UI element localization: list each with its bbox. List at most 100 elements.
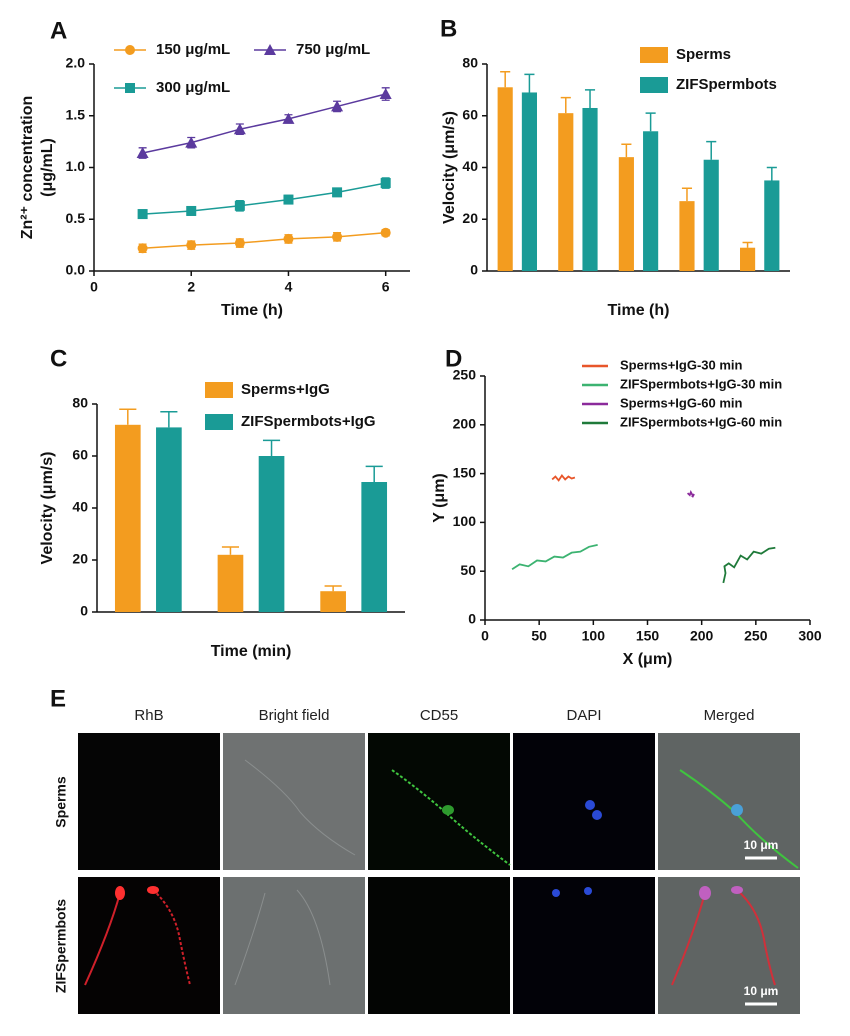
legend-label: ZIFSpermbots+IgG — [241, 413, 376, 430]
x-tick-label: 200 — [690, 628, 714, 644]
error-bar — [681, 187, 693, 202]
y-axis-label: Zn²⁺ concentration — [19, 96, 36, 240]
y-tick-label: 50 — [460, 562, 476, 578]
legend-label: Sperms+IgG-30 min — [620, 357, 743, 372]
bar — [361, 482, 388, 612]
point — [332, 231, 343, 242]
scale-bar-label: 10 μm — [744, 984, 779, 998]
legend-label: Sperms+IgG — [241, 381, 330, 398]
column-header: DAPI — [566, 707, 601, 724]
panel-label: A — [50, 17, 67, 44]
bar — [521, 92, 537, 272]
point — [331, 100, 344, 112]
point — [380, 178, 391, 189]
x-tick-label: 2 — [187, 279, 195, 295]
panel-label: D — [445, 345, 462, 372]
x-axis-label: Time (h) — [221, 302, 283, 319]
legend-label: ZIFSpermbots+IgG-60 min — [620, 414, 782, 429]
column-header: Bright field — [259, 707, 330, 724]
cell — [234, 889, 331, 986]
error-bar — [645, 112, 656, 132]
bar — [643, 131, 659, 271]
point — [332, 187, 343, 198]
line — [142, 182, 386, 215]
y-tick-label: 1.0 — [66, 158, 86, 174]
point — [137, 243, 148, 254]
point — [379, 88, 392, 100]
x-axis-label: Time (h) — [608, 302, 670, 319]
error-bar — [560, 96, 571, 114]
y-axis-label: (μg/mL) — [39, 138, 56, 197]
bar — [558, 113, 574, 271]
error-bar — [584, 89, 596, 108]
y-tick-label: 0.5 — [66, 210, 86, 226]
y-axis-label: Velocity (μm/s) — [39, 452, 56, 565]
y-axis-label: Velocity (μm/s) — [441, 111, 458, 224]
point — [233, 123, 246, 135]
bar — [217, 554, 244, 612]
y-tick-label: 250 — [453, 367, 477, 383]
error-bar — [221, 546, 240, 555]
column-header: RhB — [134, 707, 163, 724]
error-bar — [524, 73, 535, 93]
error-bar — [706, 140, 717, 160]
line — [142, 231, 386, 249]
bar — [740, 247, 756, 271]
image — [513, 733, 655, 870]
column-header: CD55 — [420, 707, 458, 724]
image — [513, 877, 655, 1014]
column-header: Merged — [704, 707, 755, 724]
y-tick-label: 0 — [468, 611, 476, 627]
point — [380, 227, 391, 238]
panel-label: B — [440, 15, 457, 42]
legend-label: ZIFSpermbots+IgG-30 min — [620, 376, 782, 391]
cell — [152, 889, 191, 986]
bar — [114, 424, 141, 612]
point — [137, 209, 148, 220]
error-bar — [500, 71, 511, 88]
scale-bar-label: 10 μm — [744, 838, 779, 852]
error-bar — [119, 408, 137, 425]
legend-swatch — [205, 382, 233, 398]
legend-label: Sperms+IgG-60 min — [620, 395, 743, 410]
x-tick-label: 300 — [798, 628, 822, 644]
image — [658, 877, 800, 1014]
cell — [731, 886, 743, 894]
x-tick-label: 6 — [382, 279, 390, 295]
error-bar — [365, 465, 383, 482]
line — [142, 93, 386, 154]
x-tick-label: 0 — [481, 628, 489, 644]
bar — [703, 159, 719, 271]
error-bar — [262, 439, 281, 456]
image — [223, 877, 365, 1014]
line — [551, 474, 576, 482]
cell — [84, 892, 121, 986]
y-tick-label: 40 — [72, 499, 88, 515]
bar — [582, 107, 598, 271]
row-header: ZIFSpermbots — [53, 899, 69, 993]
nucleus — [592, 810, 602, 820]
y-tick-label: 60 — [462, 106, 478, 122]
point — [234, 200, 245, 211]
bar — [497, 87, 513, 271]
y-tick-label: 0 — [470, 262, 478, 278]
legend-label: 300 μg/mL — [156, 79, 230, 96]
x-axis-label: X (μm) — [623, 651, 673, 668]
row-header: Sperms — [53, 776, 69, 828]
x-tick-label: 0 — [90, 279, 98, 295]
error-bar — [621, 143, 632, 158]
legend-label: ZIFSpermbots — [676, 76, 777, 93]
y-tick-label: 1.5 — [66, 106, 86, 122]
cell — [147, 886, 159, 894]
legend-swatch — [640, 77, 668, 93]
legend-marker — [264, 44, 276, 55]
image — [658, 733, 800, 870]
point — [234, 238, 245, 249]
line — [722, 546, 776, 584]
legend-label: Sperms — [676, 46, 731, 63]
x-tick-label: 4 — [285, 279, 293, 295]
legend-swatch — [640, 47, 668, 63]
y-tick-label: 2.0 — [66, 55, 86, 71]
nucleus — [585, 800, 595, 810]
